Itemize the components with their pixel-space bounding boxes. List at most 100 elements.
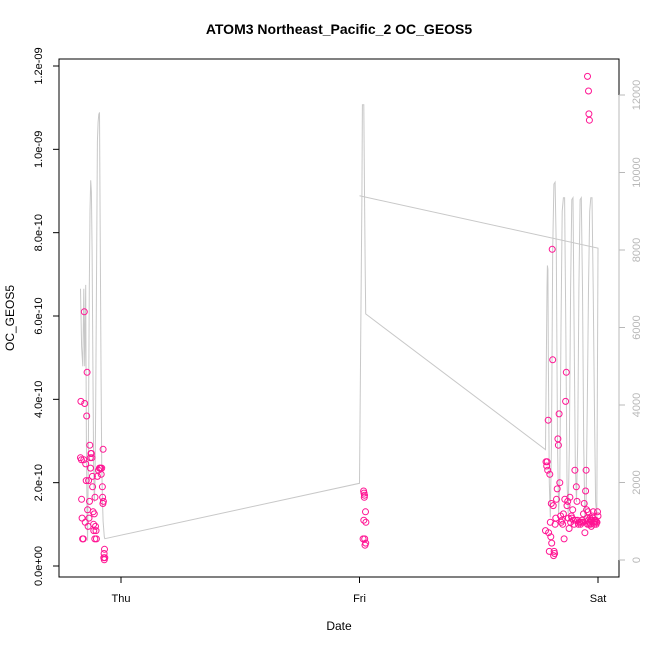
data-point: [549, 502, 557, 510]
y2-tick-label: 4000: [631, 393, 643, 417]
y2-tick-label: 8000: [631, 238, 643, 262]
y-tick-label: 6.0e-10: [33, 297, 45, 334]
data-point: [81, 400, 89, 407]
data-point: [98, 483, 106, 491]
data-point: [362, 518, 370, 526]
data-point: [581, 529, 589, 537]
data-point: [83, 412, 91, 420]
data-point: [77, 397, 85, 405]
data-point: [583, 506, 591, 514]
y2-axis: 0 2000 4000 6000 8000 10000 12000: [618, 80, 643, 563]
data-point: [98, 464, 106, 472]
y-tick-label: 2.0e-10: [33, 464, 45, 501]
y2-tick-label: 0: [631, 557, 643, 563]
data-point: [559, 520, 567, 528]
y-axis-label: OC_GEOS5: [3, 285, 17, 351]
data-point: [78, 514, 86, 522]
data-point: [562, 397, 570, 405]
data-point: [585, 110, 593, 118]
data-point: [89, 483, 97, 491]
data-point: [589, 508, 597, 516]
y2-tick-label: 6000: [631, 315, 643, 339]
data-point: [101, 545, 108, 553]
data-point: [360, 516, 368, 524]
data-point: [553, 495, 560, 503]
data-point: [88, 454, 96, 462]
data-point: [77, 456, 85, 464]
chart-title: ATOM3 Northeast_Pacific_2 OC_GEOS5: [206, 21, 473, 37]
data-point: [90, 527, 98, 535]
y-tick-label: 1.0e-09: [33, 131, 45, 168]
data-point: [584, 508, 592, 516]
data-point: [86, 497, 93, 505]
y-tick-label: 4.0e-10: [33, 381, 45, 418]
data-point: [92, 522, 99, 530]
data-point: [78, 495, 86, 503]
data-point: [92, 535, 100, 543]
data-point: [560, 535, 568, 543]
data-point: [548, 245, 556, 253]
data-point: [88, 472, 96, 480]
data-point: [82, 477, 90, 485]
x-tick-label: Thu: [112, 593, 131, 605]
data-point: [544, 466, 552, 474]
data-point: [547, 500, 555, 507]
points-layer: [77, 72, 602, 564]
data-point: [99, 497, 107, 505]
data-point: [85, 514, 93, 522]
data-point: [543, 462, 551, 470]
data-point: [582, 487, 590, 495]
y-tick-label: 1.2e-09: [33, 47, 45, 84]
data-point: [83, 368, 91, 376]
data-point: [563, 502, 571, 510]
data-point: [569, 506, 577, 514]
data-point: [594, 508, 601, 516]
data-point: [564, 497, 572, 505]
data-point: [86, 441, 94, 449]
data-point: [543, 458, 551, 466]
y-tick-label: 8.0e-10: [33, 214, 45, 251]
x-tick-label: Fri: [353, 593, 366, 605]
data-point: [555, 410, 563, 418]
data-point: [549, 356, 557, 364]
y-tick-label: 0.0e+00: [33, 546, 45, 586]
data-point: [80, 456, 88, 464]
data-point: [548, 539, 556, 547]
data-point: [551, 550, 559, 557]
data-point: [362, 539, 370, 547]
altitude-line-layer: [80, 104, 599, 541]
data-point: [101, 554, 109, 562]
data-point: [572, 483, 580, 491]
data-point: [585, 116, 593, 124]
data-point: [558, 516, 566, 524]
data-point: [585, 87, 592, 95]
data-point: [584, 72, 591, 80]
data-point: [361, 491, 368, 499]
data-point: [92, 527, 100, 535]
data-point: [99, 445, 107, 453]
data-point: [91, 493, 99, 501]
data-point: [546, 470, 554, 478]
y2-tick-label: 2000: [631, 470, 643, 494]
data-point: [79, 535, 87, 543]
data-point: [87, 450, 95, 457]
data-point: [559, 510, 567, 518]
data-point: [90, 510, 98, 518]
data-point: [580, 500, 588, 507]
x-tick-label: Sat: [590, 593, 607, 605]
data-point: [562, 368, 570, 376]
y2-tick-label: 10000: [631, 157, 643, 188]
data-point: [573, 497, 581, 505]
data-point: [545, 529, 553, 537]
data-point: [362, 508, 369, 516]
data-point: [582, 466, 590, 474]
plot-frame: [58, 58, 620, 578]
data-point: [553, 485, 561, 493]
y2-tick-label: 12000: [631, 80, 643, 111]
data-point: [571, 466, 579, 474]
data-point: [544, 416, 552, 424]
data-point: [87, 464, 94, 472]
data-point: [594, 512, 602, 520]
data-point: [554, 441, 562, 449]
